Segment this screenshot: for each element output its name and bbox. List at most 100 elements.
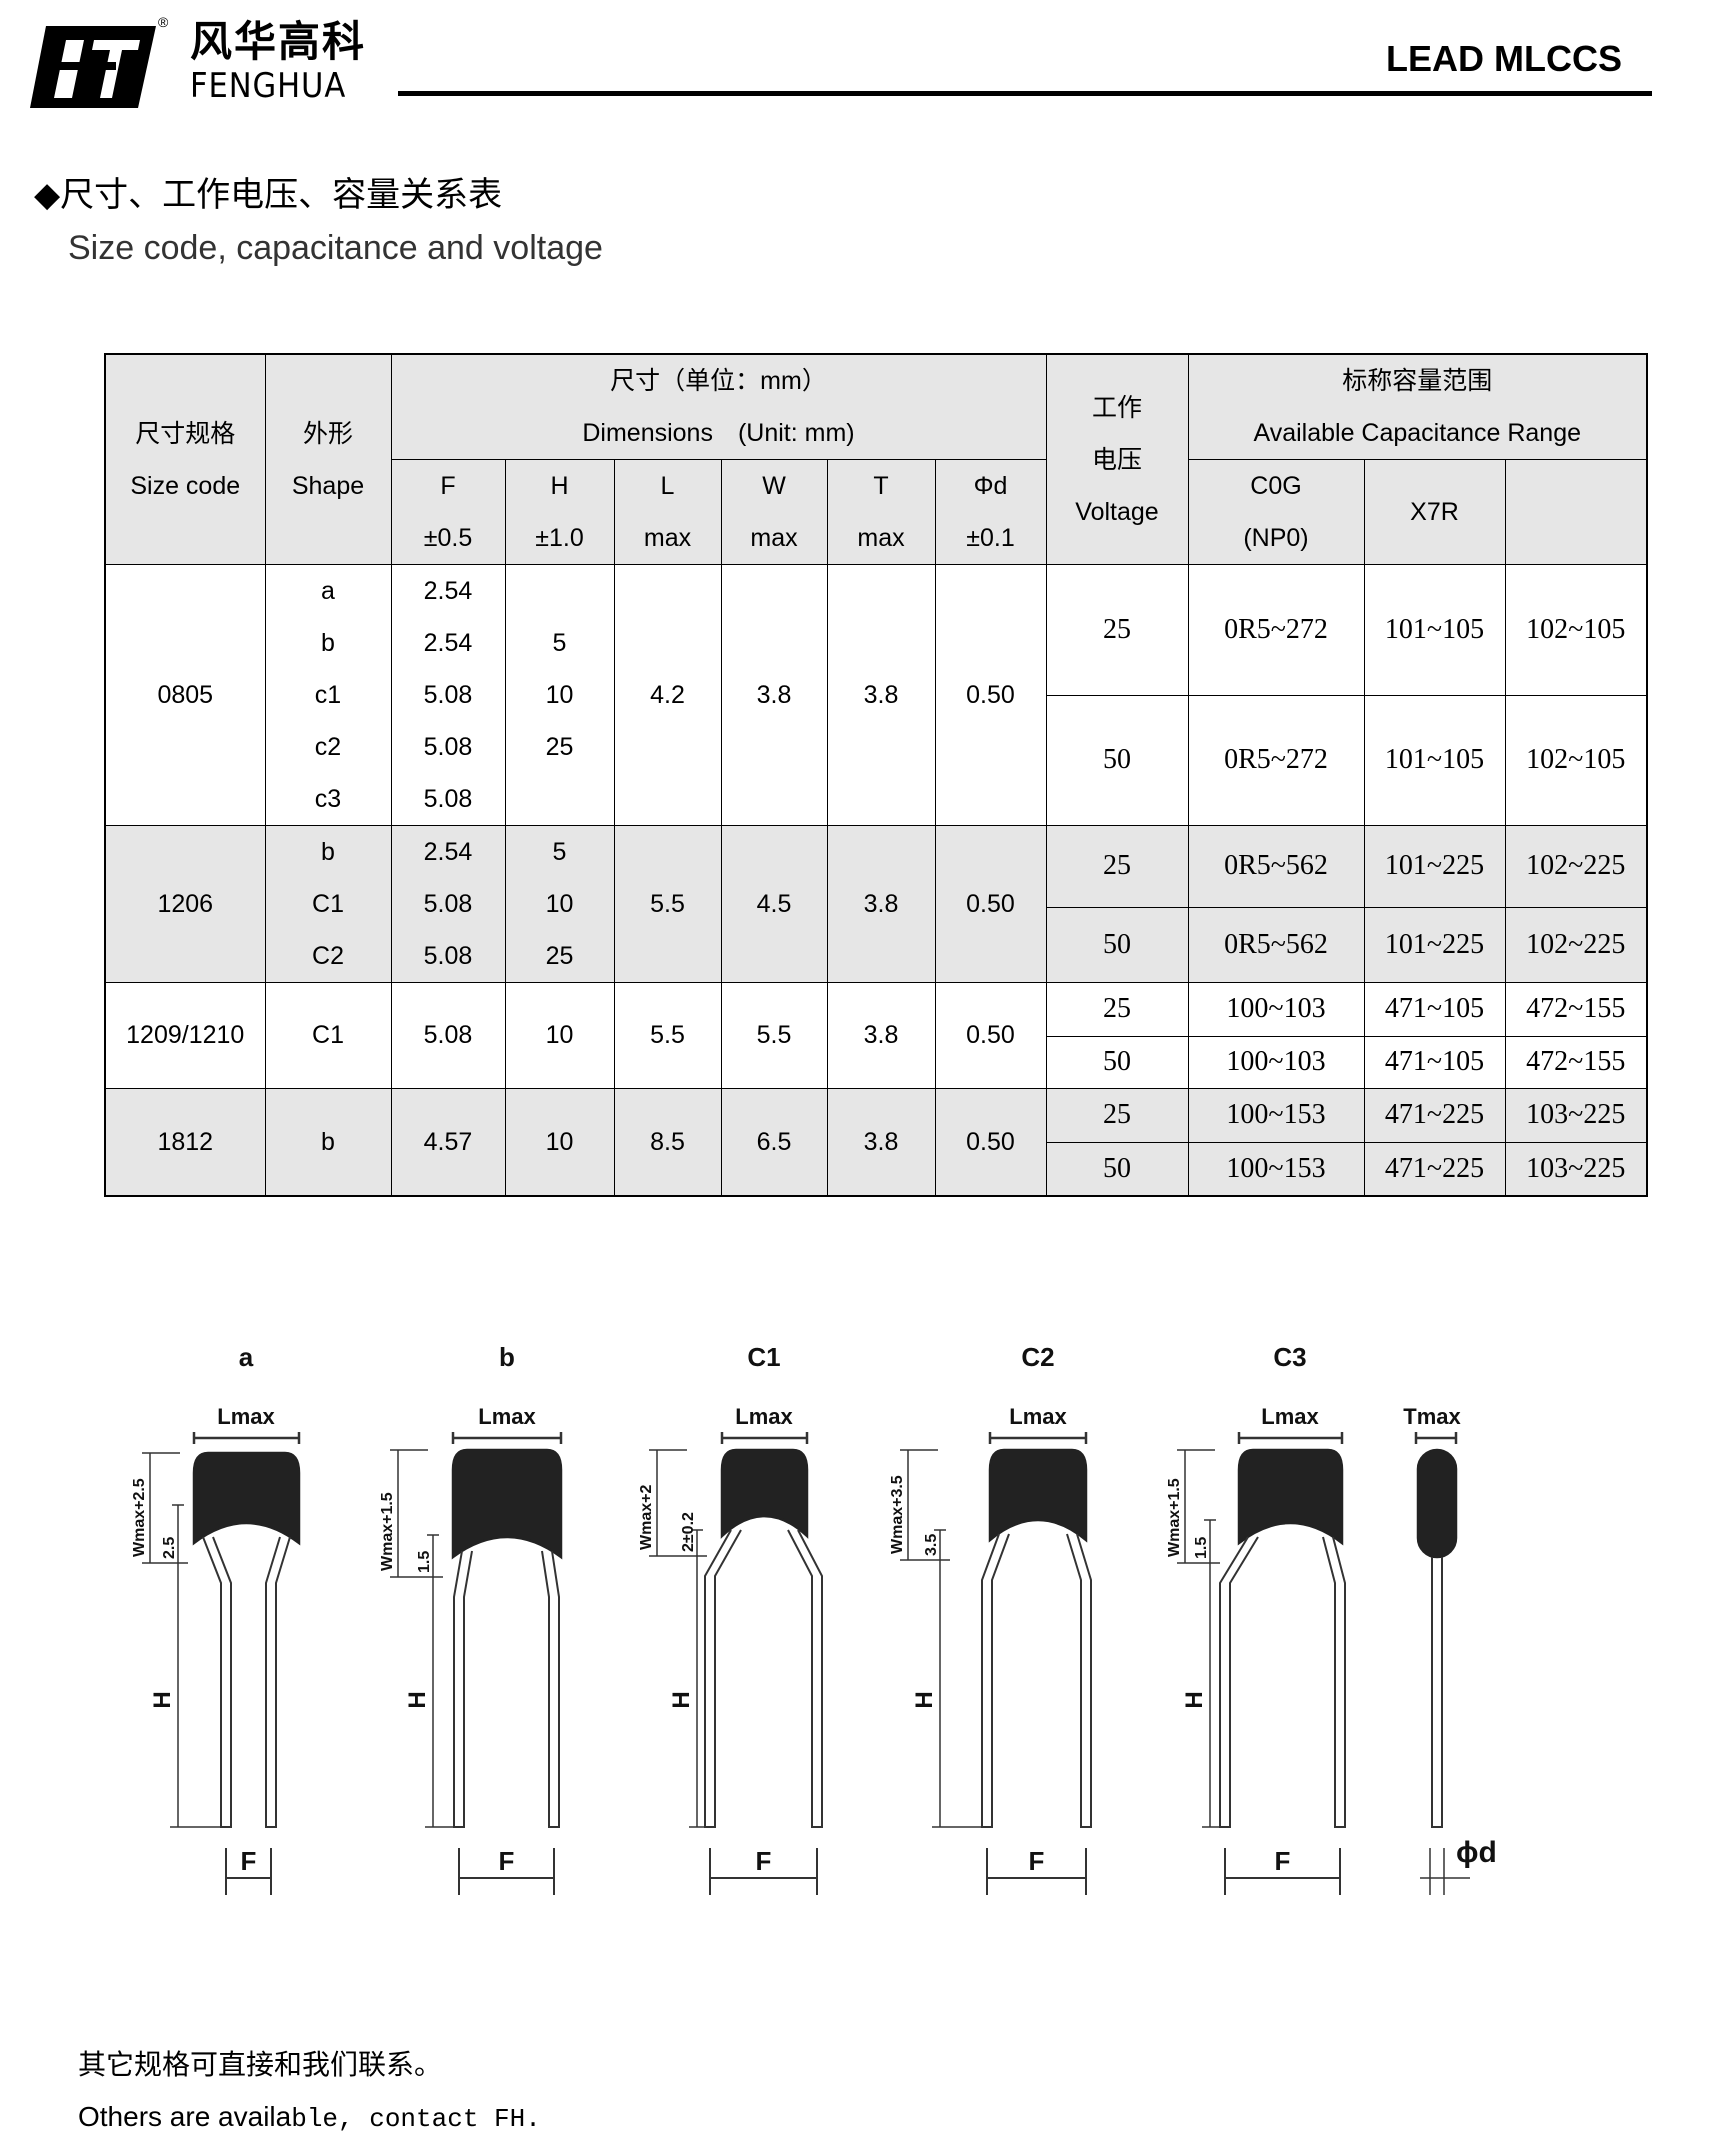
lead-wire bbox=[541, 1550, 560, 1828]
l-cell: 4.2 bbox=[613, 564, 722, 826]
w-dimension-label: Wmax+2.5 bbox=[131, 1478, 148, 1557]
h-cell: 10 bbox=[504, 1088, 615, 1197]
lead-wire bbox=[1066, 1533, 1092, 1828]
f-dimension-line bbox=[225, 1848, 272, 1895]
other-cell: 102~105 bbox=[1504, 564, 1648, 696]
f-label: F bbox=[241, 1846, 257, 1876]
v-cell: 50 bbox=[1045, 694, 1189, 826]
h-label: H bbox=[1181, 1691, 1208, 1708]
spec-table: 尺寸规格 Size code 外形 Shape 尺寸（单位：mm） Dimension… bbox=[104, 353, 1648, 1197]
x7r-cell: 101~105 bbox=[1363, 564, 1506, 696]
other-cell: 102~105 bbox=[1504, 694, 1648, 826]
w-cell: 5.5 bbox=[720, 982, 828, 1089]
lmax-label: Lmax bbox=[478, 1404, 536, 1429]
shape-label: a bbox=[239, 1342, 254, 1372]
c0g-cell: 100~103 bbox=[1187, 1035, 1365, 1089]
x7r-cell: 471~225 bbox=[1363, 1088, 1506, 1143]
other-cell: 103~225 bbox=[1504, 1088, 1648, 1143]
t-cell: 3.8 bbox=[826, 564, 936, 826]
size-code-cell: 1812 bbox=[104, 1088, 266, 1197]
d-cell: 0.50 bbox=[934, 564, 1047, 826]
v-cell: 25 bbox=[1045, 564, 1189, 696]
w-dimension-line bbox=[142, 1452, 188, 1564]
phid-dimension-line bbox=[1420, 1848, 1470, 1895]
table-row: 1209/1210 C1 5.08 10 5.5 5.5 3.8 0.50 25 100~103 4… bbox=[104, 982, 1648, 1089]
w-dimension-line bbox=[900, 1449, 950, 1561]
f-cell: 4.57 bbox=[390, 1088, 506, 1197]
shape-cell: b C1 C2 bbox=[264, 825, 392, 983]
c0g-cell: 100~103 bbox=[1187, 982, 1365, 1037]
h-cell: 10 bbox=[504, 982, 615, 1089]
c0g-cell: 100~153 bbox=[1187, 1141, 1365, 1197]
v-cell: 25 bbox=[1045, 1088, 1189, 1143]
header-size-code: 尺寸规格 Size code bbox=[104, 353, 266, 565]
w-dimension-label: Wmax+3.5 bbox=[889, 1475, 906, 1554]
brand-name-cn: 风华高科 bbox=[190, 17, 367, 66]
w-cell: 6.5 bbox=[720, 1088, 828, 1197]
table-row: 0805 a b c1 c2 c3 2.54 2.54 5.08 5.08 5.08 5 10 25 4.2… bbox=[104, 564, 1648, 826]
header-cap-0: C0G (NP0) bbox=[1187, 459, 1365, 565]
lead-wire bbox=[1322, 1536, 1346, 1828]
w-dimension-line bbox=[649, 1449, 707, 1557]
table-row: 50 100~103 471~105 472~155 bbox=[105, 1035, 1648, 1089]
v-cell: 25 bbox=[1045, 982, 1189, 1037]
f-dimension-line bbox=[458, 1848, 555, 1895]
lmax-label: Lmax bbox=[735, 1404, 793, 1429]
lmax-dimension-line bbox=[988, 1432, 1088, 1444]
header-dim-5: Φd ±0.1 bbox=[934, 459, 1047, 565]
shape-label: C3 bbox=[1273, 1342, 1306, 1372]
lmax-dimension-line bbox=[192, 1432, 301, 1444]
tmax-dimension-line bbox=[1414, 1432, 1458, 1444]
h-label: H bbox=[404, 1691, 431, 1708]
v-cell: 50 bbox=[1045, 1141, 1189, 1197]
header-cap-2 bbox=[1504, 459, 1648, 565]
header-dim-0: F ±0.5 bbox=[390, 459, 506, 565]
h-dimension-line bbox=[689, 1529, 710, 1828]
h-dimension-line bbox=[1202, 1519, 1225, 1828]
brand-name-en: FENGHUA bbox=[190, 66, 347, 106]
lead-wire bbox=[202, 1536, 232, 1828]
v-cell: 50 bbox=[1045, 1035, 1189, 1089]
l-cell: 8.5 bbox=[613, 1088, 722, 1197]
x7r-cell: 471~105 bbox=[1363, 1035, 1506, 1089]
capacitor-side-body bbox=[1416, 1448, 1458, 1559]
header-capacitance-range: 标称容量范围 Available Capacitance Range bbox=[1187, 353, 1648, 460]
footer-note-en: Others are available, contact FH. bbox=[78, 2101, 541, 2134]
d-cell: 0.50 bbox=[934, 825, 1047, 983]
other-cell: 102~225 bbox=[1504, 906, 1648, 984]
h-label: H bbox=[668, 1691, 695, 1708]
fenghua-logo bbox=[30, 26, 156, 108]
tmax-label: Tmax bbox=[1403, 1404, 1461, 1429]
shape-cell: b bbox=[264, 1088, 392, 1197]
table-row: 50 0R5~272 101~105 102~105 bbox=[105, 694, 1648, 826]
v-cell: 50 bbox=[1045, 906, 1189, 984]
lead-wire bbox=[787, 1529, 823, 1828]
other-cell: 102~225 bbox=[1504, 825, 1648, 908]
v-cell: 25 bbox=[1045, 825, 1189, 908]
table-row: 50 0R5~562 101~225 102~225 bbox=[105, 906, 1648, 984]
c0g-cell: 100~153 bbox=[1187, 1088, 1365, 1143]
phid-label: ϕd bbox=[1456, 1836, 1497, 1869]
h-dimension-line bbox=[170, 1504, 226, 1828]
header-shape: 外形 Shape bbox=[264, 353, 392, 565]
document-title: LEAD MLCCS bbox=[1386, 38, 1622, 79]
shape-cell: a b c1 c2 c3 bbox=[264, 564, 392, 826]
table-row: 1206 b C1 C2 2.54 5.08 5.08 5 10 25 5.5 4.5 3.8 0.50 2… bbox=[104, 825, 1648, 983]
w-dimension-label: Wmax+2 bbox=[638, 1485, 655, 1550]
registered-mark: ® bbox=[158, 14, 169, 30]
table-row: 50 100~153 471~225 103~225 bbox=[105, 1141, 1648, 1197]
capacitor-body bbox=[451, 1448, 563, 1560]
shape-label: b bbox=[499, 1342, 515, 1372]
w-dimension-line bbox=[390, 1449, 443, 1578]
w-dimension-line bbox=[1177, 1449, 1220, 1564]
c0g-cell: 0R5~562 bbox=[1187, 825, 1365, 908]
h-cell: 5 10 25 bbox=[504, 825, 615, 983]
w-dimension-label: Wmax+1.5 bbox=[1166, 1478, 1183, 1557]
shape-label: C1 bbox=[747, 1342, 780, 1372]
t-cell: 3.8 bbox=[826, 982, 936, 1089]
lmax-label: Lmax bbox=[1261, 1404, 1319, 1429]
lmax-dimension-line bbox=[451, 1432, 563, 1444]
